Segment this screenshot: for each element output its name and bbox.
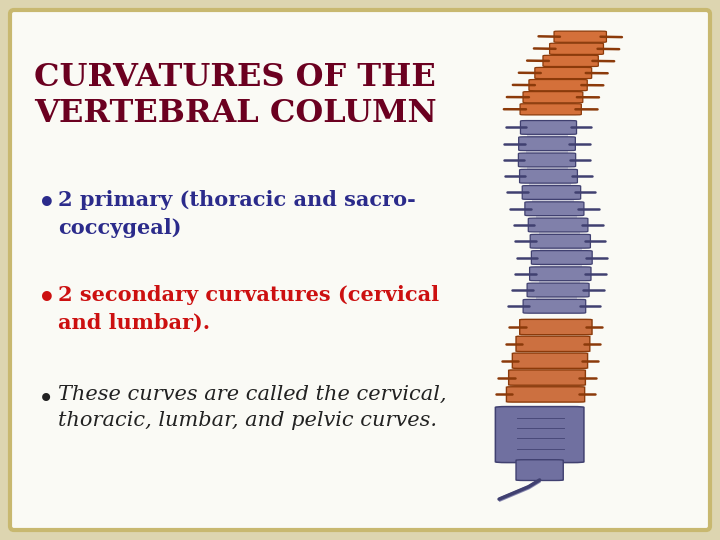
Text: 2 secondary curvatures (cervical
and lumbar).: 2 secondary curvatures (cervical and lum… (58, 285, 439, 333)
FancyBboxPatch shape (529, 79, 588, 91)
FancyBboxPatch shape (520, 104, 581, 115)
Bar (539, 280, 580, 284)
Bar (526, 150, 567, 153)
FancyBboxPatch shape (554, 31, 606, 42)
FancyBboxPatch shape (508, 370, 585, 385)
Text: CURVATURES OF THE
VERTEBRAL COLUMN: CURVATURES OF THE VERTEBRAL COLUMN (34, 62, 436, 129)
FancyBboxPatch shape (549, 43, 603, 55)
Bar (527, 166, 568, 170)
FancyBboxPatch shape (521, 120, 577, 134)
Bar (539, 232, 580, 235)
Bar (527, 134, 568, 137)
Bar (532, 199, 574, 202)
FancyBboxPatch shape (518, 137, 575, 151)
FancyBboxPatch shape (513, 353, 588, 368)
Text: 2 primary (thoracic and sacro-
coccygeal): 2 primary (thoracic and sacro- coccygeal… (58, 190, 415, 238)
FancyBboxPatch shape (520, 319, 592, 335)
FancyBboxPatch shape (525, 202, 584, 215)
Bar (541, 248, 582, 251)
FancyBboxPatch shape (531, 251, 592, 265)
FancyBboxPatch shape (523, 92, 582, 103)
FancyBboxPatch shape (543, 55, 598, 66)
FancyBboxPatch shape (527, 283, 589, 297)
Polygon shape (503, 407, 580, 459)
Text: These curves are called the cervical,
thoracic, lumbar, and pelvic curves.: These curves are called the cervical, th… (58, 385, 446, 430)
FancyBboxPatch shape (530, 267, 591, 281)
Text: •: • (38, 385, 54, 413)
FancyBboxPatch shape (520, 170, 577, 183)
Bar (536, 215, 577, 218)
FancyBboxPatch shape (506, 387, 585, 402)
FancyBboxPatch shape (495, 407, 584, 463)
FancyBboxPatch shape (523, 299, 585, 313)
Text: •: • (38, 190, 55, 218)
FancyBboxPatch shape (535, 68, 592, 79)
FancyBboxPatch shape (516, 460, 563, 481)
Bar (529, 183, 571, 186)
FancyBboxPatch shape (528, 218, 588, 232)
FancyBboxPatch shape (518, 153, 576, 167)
FancyBboxPatch shape (10, 10, 710, 530)
FancyBboxPatch shape (530, 234, 590, 248)
Text: •: • (38, 285, 55, 313)
Bar (536, 296, 577, 300)
Bar (541, 264, 582, 267)
FancyBboxPatch shape (522, 186, 580, 199)
FancyBboxPatch shape (516, 336, 590, 352)
